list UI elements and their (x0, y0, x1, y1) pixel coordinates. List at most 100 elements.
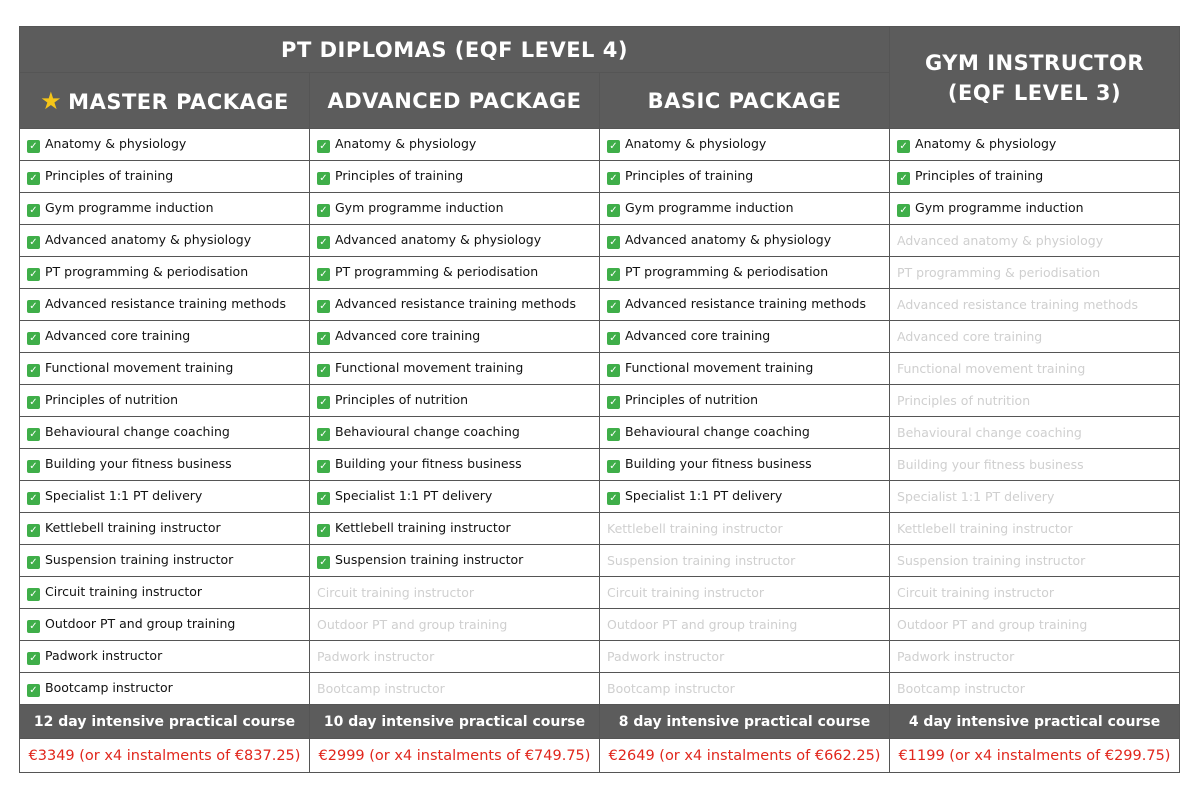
check-icon: ✓ (317, 236, 330, 249)
feature-label: Advanced core training (335, 328, 481, 343)
duration-cell: 8 day intensive practical course (598, 704, 891, 739)
price-cell: €2649 (or x4 instalments of €662.25) (598, 738, 891, 773)
feature-cell: Circuit training instructor (598, 576, 891, 609)
duration-cell: 12 day intensive practical course (19, 704, 310, 739)
feature-cell: ✓ Anatomy & physiology (598, 128, 891, 161)
feature-cell: ✓ Specialist 1:1 PT delivery (309, 480, 600, 513)
feature-label: Circuit training instructor (45, 584, 203, 599)
feature-cell: Kettlebell training instructor (598, 512, 891, 545)
feature-row: ✓ Principles of nutrition ✓ Principles of n… (19, 384, 1181, 417)
feature-cell: ✓ Advanced anatomy & physiology (598, 224, 891, 257)
feature-row: ✓ Anatomy & physiology ✓ Anatomy & physiolo… (19, 128, 1181, 161)
feature-label: Padwork instructor (317, 649, 435, 664)
feature-row: ✓ Functional movement training ✓ Functional… (19, 352, 1181, 385)
feature-label: PT programming & periodisation (625, 264, 829, 279)
feature-cell: ✓ Gym programme induction (19, 192, 310, 225)
feature-label: Anatomy & physiology (45, 136, 187, 151)
check-icon: ✓ (607, 204, 620, 217)
feature-row: ✓ Building your fitness business ✓ Building… (19, 448, 1181, 481)
feature-label: Functional movement training (897, 361, 1086, 376)
feature-cell: ✓ Advanced anatomy & physiology (309, 224, 600, 257)
check-icon: ✓ (27, 620, 40, 633)
feature-cell: ✓ Principles of training (309, 160, 600, 193)
check-icon: ✓ (27, 140, 40, 153)
feature-cell: Advanced anatomy & physiology (889, 224, 1181, 257)
check-icon: ✓ (897, 140, 911, 153)
feature-cell: ✓ PT programming & periodisation (309, 256, 600, 289)
check-icon: ✓ (27, 652, 40, 665)
feature-label: PT programming & periodisation (45, 264, 249, 279)
feature-label: Specialist 1:1 PT delivery (897, 489, 1055, 504)
check-icon: ✓ (317, 428, 330, 441)
check-icon: ✓ (27, 492, 40, 505)
check-icon: ✓ (317, 396, 330, 409)
check-icon: ✓ (317, 364, 330, 377)
check-icon: ✓ (27, 460, 40, 473)
feature-label: Behavioural change coaching (625, 424, 810, 439)
feature-label: Principles of training (915, 168, 1044, 183)
pt-diplomas-title: PT DIPLOMAS (EQF LEVEL 4) (18, 26, 891, 73)
feature-cell: Outdoor PT and group training (598, 608, 891, 641)
check-icon: ✓ (317, 460, 330, 473)
feature-label: Principles of nutrition (45, 392, 179, 407)
feature-label: Behavioural change coaching (897, 425, 1082, 440)
feature-label: Principles of training (625, 168, 754, 183)
check-icon: ✓ (317, 204, 330, 217)
feature-cell: Padwork instructor (598, 640, 891, 673)
feature-cell: ✓ Kettlebell training instructor (19, 512, 310, 545)
feature-label: Kettlebell training instructor (335, 520, 511, 535)
check-icon: ✓ (897, 172, 911, 185)
master-package-label: MASTER PACKAGE (68, 89, 289, 114)
feature-cell: ✓ Gym programme induction (309, 192, 600, 225)
feature-cell: Outdoor PT and group training (309, 608, 600, 641)
check-icon: ✓ (607, 172, 620, 185)
check-icon: ✓ (317, 300, 330, 313)
feature-row: ✓ Specialist 1:1 PT delivery ✓ Specialist 1… (19, 480, 1181, 513)
feature-label: Outdoor PT and group training (607, 617, 798, 632)
feature-cell: Building your fitness business (889, 448, 1181, 481)
check-icon: ✓ (27, 364, 40, 377)
feature-label: Advanced resistance training methods (897, 297, 1138, 312)
check-icon: ✓ (317, 172, 330, 185)
feature-cell: ✓ Suspension training instructor (19, 544, 310, 577)
feature-cell: ✓ Padwork instructor (19, 640, 310, 673)
feature-label: Specialist 1:1 PT delivery (625, 488, 783, 503)
feature-cell: ✓ Specialist 1:1 PT delivery (19, 480, 310, 513)
feature-cell: ✓ Circuit training instructor (19, 576, 310, 609)
feature-cell: Circuit training instructor (309, 576, 600, 609)
feature-cell: Bootcamp instructor (889, 672, 1181, 705)
feature-cell: ✓ Principles of training (19, 160, 310, 193)
feature-row: ✓ Advanced resistance training methods ✓ Ad… (19, 288, 1181, 321)
feature-cell: ✓ Outdoor PT and group training (19, 608, 310, 641)
feature-row: ✓ PT programming & periodisation ✓ PT progr… (19, 256, 1181, 289)
check-icon: ✓ (607, 300, 620, 313)
gym-title-line1: GYM INSTRUCTOR (925, 50, 1145, 75)
check-icon: ✓ (607, 492, 620, 505)
feature-label: Suspension training instructor (897, 553, 1086, 568)
feature-label: Suspension training instructor (335, 552, 524, 567)
duration-cell: 4 day intensive practical course (889, 704, 1181, 739)
feature-cell: Advanced resistance training methods (889, 288, 1181, 321)
feature-label: Kettlebell training instructor (45, 520, 221, 535)
feature-cell: ✓ Advanced anatomy & physiology (19, 224, 310, 257)
feature-cell: ✓ Advanced core training (19, 320, 310, 353)
feature-cell: ✓ Principles of training (598, 160, 891, 193)
price-cell: €1199 (or x4 instalments of €299.75) (889, 738, 1181, 773)
feature-row: ✓ Gym programme induction ✓ Gym programme i… (19, 192, 1181, 225)
feature-cell: Principles of nutrition (889, 384, 1181, 417)
feature-cell: Padwork instructor (889, 640, 1181, 673)
feature-label: Building your fitness business (45, 456, 232, 471)
feature-cell: ✓ Specialist 1:1 PT delivery (598, 480, 891, 513)
feature-cell: Suspension training instructor (598, 544, 891, 577)
check-icon: ✓ (27, 396, 40, 409)
feature-label: Kettlebell training instructor (607, 521, 783, 536)
feature-cell: ✓ Anatomy & physiology (19, 128, 310, 161)
feature-row: ✓ Kettlebell training instructor ✓ Kettlebe… (19, 512, 1181, 545)
feature-label: Behavioural change coaching (335, 424, 520, 439)
feature-label: Advanced anatomy & physiology (625, 232, 832, 247)
feature-cell: ✓ Bootcamp instructor (19, 672, 310, 705)
check-icon: ✓ (27, 556, 40, 569)
feature-label: Anatomy & physiology (625, 136, 767, 151)
feature-cell: ✓ Behavioural change coaching (19, 416, 310, 449)
feature-cell: Circuit training instructor (889, 576, 1181, 609)
